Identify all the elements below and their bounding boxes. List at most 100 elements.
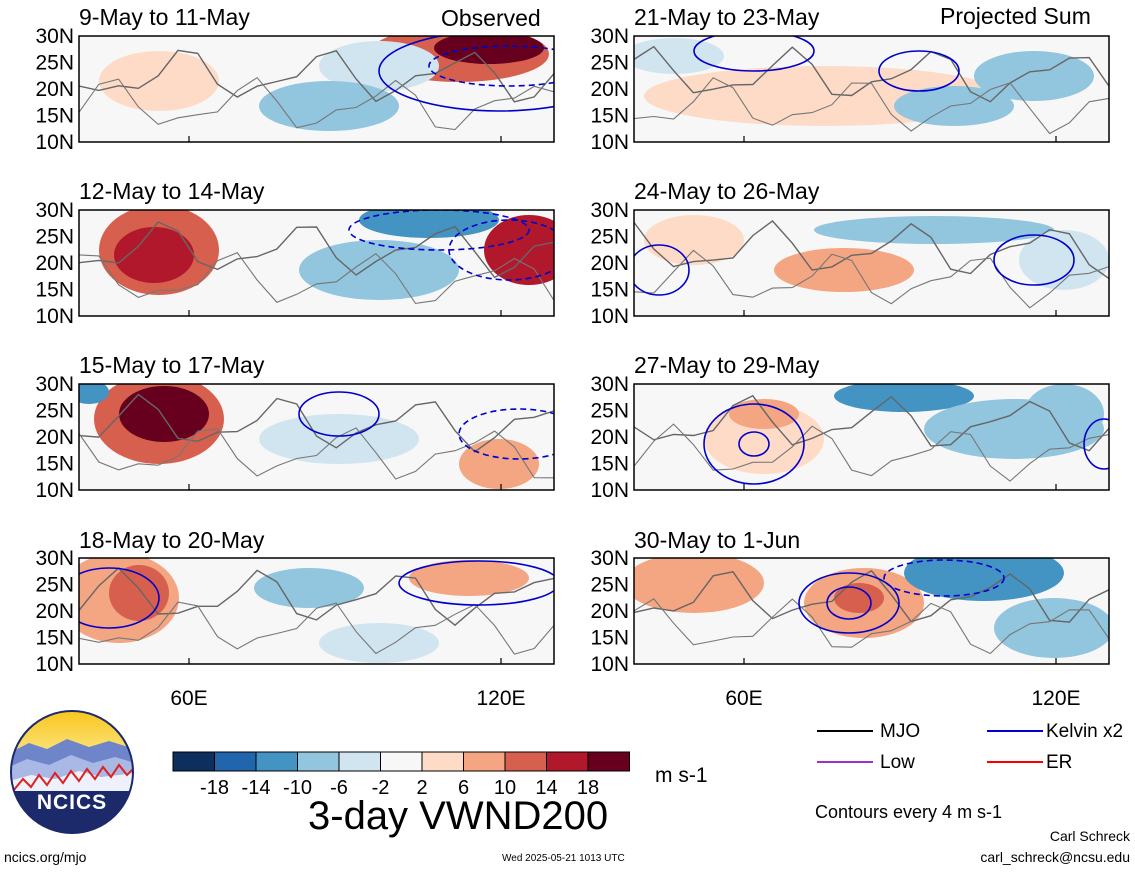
- lat-label: 30N: [35, 199, 74, 222]
- kelvin-contour: [738, 431, 770, 457]
- colorbar-tick-label: 6: [458, 777, 469, 799]
- lat-label: 20N: [35, 78, 74, 101]
- shaded-anomaly: [259, 81, 399, 131]
- lat-label: 30N: [590, 547, 629, 570]
- lat-label: 30N: [35, 373, 74, 396]
- kelvin-contour: [298, 391, 380, 437]
- lat-label: 10N: [590, 305, 629, 328]
- shaded-anomaly: [1024, 384, 1104, 444]
- lat-label: 15N: [590, 453, 629, 476]
- colorbar-swatch: [587, 751, 630, 772]
- map-field: [79, 36, 554, 142]
- lat-label: 30N: [35, 547, 74, 570]
- projected-header: Projected Sum: [940, 3, 1091, 29]
- colorbar-tick-label: -14: [242, 777, 271, 799]
- legend-er-label: ER: [1046, 752, 1073, 773]
- legend-mjo-label: MJO: [880, 721, 921, 742]
- lon-label: 120E: [476, 687, 525, 710]
- contour-note: Contours every 4 m s-1: [815, 802, 1003, 822]
- shaded-anomaly: [259, 414, 419, 464]
- map-field: [79, 558, 554, 664]
- map-field: [634, 36, 1109, 142]
- shaded-anomaly: [634, 38, 724, 74]
- coastline: [634, 598, 1109, 655]
- shaded-anomaly: [409, 560, 529, 596]
- colorbar-tick-label: 10: [494, 777, 516, 799]
- lat-label: 25N: [590, 574, 629, 597]
- colorbar-tick-label: 2: [416, 777, 427, 799]
- lon-label: 60E: [170, 687, 207, 710]
- shaded-anomaly: [299, 240, 459, 300]
- lat-label: 10N: [35, 305, 74, 328]
- lat-label: 30N: [35, 25, 74, 48]
- colorbar-swatch: [504, 751, 547, 772]
- panel-date-label: 9-May to 11-May: [79, 4, 250, 30]
- shaded-anomaly: [359, 210, 499, 238]
- map-panel: [78, 209, 555, 317]
- map-field: [634, 384, 1109, 490]
- colorbar-tick-label: -2: [372, 777, 390, 799]
- map-panel: [633, 383, 1110, 491]
- legend-kelvin-label: Kelvin x2: [1046, 721, 1124, 742]
- lat-label: 30N: [590, 199, 629, 222]
- kelvin-contour: [703, 403, 805, 485]
- panel-frame: [78, 557, 555, 665]
- lat-label: 20N: [590, 426, 629, 449]
- lat-label: 20N: [590, 78, 629, 101]
- footer-email: carl_schreck@ncsu.edu: [980, 849, 1130, 865]
- lat-label: 10N: [35, 131, 74, 154]
- map-panel: [633, 35, 1110, 143]
- kelvin-contour: [883, 559, 1005, 597]
- shaded-anomaly: [904, 558, 1064, 601]
- kelvin-contour: [428, 45, 554, 87]
- shaded-anomaly: [834, 384, 974, 412]
- observed-header: Observed: [441, 5, 541, 31]
- footer-timestamp: Wed 2025-05-21 1013 UTC: [502, 853, 625, 864]
- colorbar-swatch: [255, 751, 298, 772]
- shaded-anomaly: [79, 384, 109, 404]
- figure-title: 3-day VWND200: [308, 794, 609, 838]
- map-field: [634, 558, 1109, 664]
- coastline: [79, 76, 554, 131]
- kelvin-contour: [398, 560, 554, 606]
- colorbar: -18 -14 -10 -6 -2 2 6 10 14 18: [172, 751, 630, 799]
- coastline: [79, 393, 554, 453]
- lat-label: 10N: [590, 479, 629, 502]
- legend-lines-left: [817, 730, 873, 763]
- shaded-anomaly: [814, 216, 1054, 244]
- panel-frame: [633, 209, 1110, 317]
- map-panel: [78, 557, 555, 665]
- legend-lines-right: [987, 730, 1043, 763]
- lat-label: 25N: [35, 52, 74, 75]
- shaded-anomaly: [114, 227, 194, 283]
- coastline: [79, 49, 554, 103]
- shaded-anomaly: [319, 41, 439, 91]
- lat-label: 20N: [35, 600, 74, 623]
- lat-label: 15N: [35, 627, 74, 650]
- lat-label: 20N: [590, 600, 629, 623]
- map-panel: [633, 557, 1110, 665]
- map-panel: [633, 209, 1110, 317]
- legend-low-label: Low: [880, 752, 915, 773]
- panel-frame: [78, 209, 555, 317]
- shaded-anomaly: [434, 36, 544, 64]
- lat-label: 15N: [35, 453, 74, 476]
- colorbar-tick-label: -10: [283, 777, 312, 799]
- kelvin-contour: [79, 567, 160, 629]
- shaded-anomaly: [99, 51, 219, 111]
- ncics-logo: NCICS: [9, 709, 135, 835]
- colorbar-tick-label: -6: [330, 777, 348, 799]
- kelvin-contour: [826, 586, 872, 620]
- colorbar-swatch: [172, 751, 215, 772]
- coastline: [634, 394, 1109, 452]
- colorbar-swatch: [463, 751, 506, 772]
- colorbar-swatch: [421, 751, 464, 772]
- colorbar-swatch: [214, 751, 257, 772]
- colorbar-tick-label: 18: [577, 777, 599, 799]
- panel-date-label: 27-May to 29-May: [634, 352, 820, 378]
- colorbar-swatch: [380, 751, 423, 772]
- shaded-anomaly: [729, 399, 799, 429]
- panel-date-label: 30-May to 1-Jun: [634, 527, 801, 553]
- footer-author: Carl Schreck: [1049, 828, 1130, 844]
